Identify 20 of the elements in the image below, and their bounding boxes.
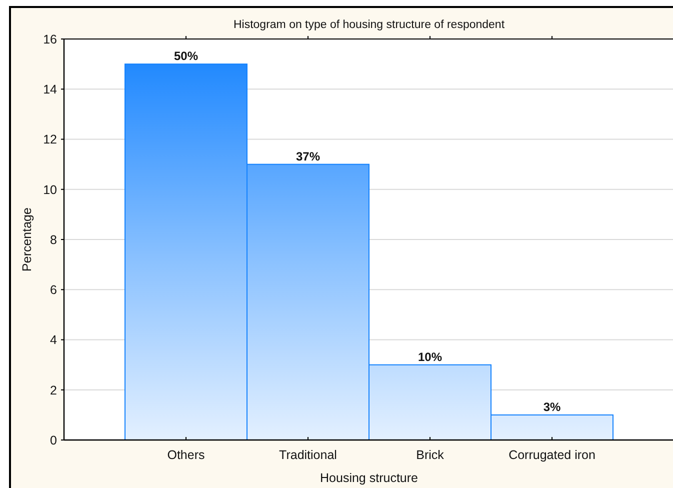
y-tick-label: 6 (50, 283, 58, 297)
annotation: 50% (174, 49, 198, 64)
y-tick-label: 14 (43, 82, 58, 96)
x-tick-label: Brick (416, 448, 445, 462)
x-tick-label: Others (167, 448, 205, 462)
y-tick-label: 8 (50, 232, 58, 247)
y-tick-label: 16 (43, 32, 58, 46)
annotation: 37% (296, 149, 320, 164)
x-tick-label: Traditional (279, 448, 337, 462)
y-tick-label: 0 (50, 433, 58, 448)
y-tick-label: 2 (50, 383, 58, 398)
x-tick-label: Corrugated iron (508, 448, 596, 462)
y-tick-label: 10 (43, 182, 58, 197)
y-axis-title: Percentage (20, 207, 34, 272)
chart-title: Histogram on type of housing structure of respondent (233, 19, 506, 31)
annotation: 10% (418, 350, 442, 364)
annotation: 3% (543, 400, 561, 414)
y-tick-label: 4 (50, 333, 58, 348)
x-axis-title: Housing structure (320, 471, 418, 485)
y-tick-label: 12 (43, 132, 58, 147)
